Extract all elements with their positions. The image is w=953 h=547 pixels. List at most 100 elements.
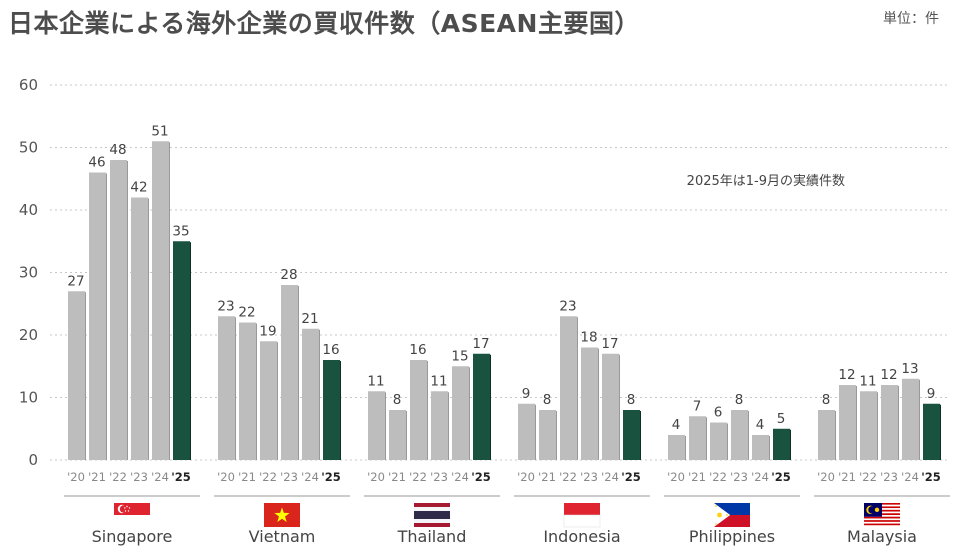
- year-label: '21: [538, 470, 556, 484]
- y-tick-label: 10: [19, 389, 38, 407]
- year-label: '23: [580, 470, 598, 484]
- bar: [902, 378, 919, 460]
- data-label: 35: [172, 223, 189, 239]
- data-label: 9: [927, 386, 936, 402]
- year-label: '20: [667, 470, 685, 484]
- data-label: 6: [714, 405, 723, 421]
- data-label: 48: [109, 142, 126, 158]
- bar: [668, 435, 685, 460]
- bar: [131, 197, 148, 460]
- data-label: 8: [822, 392, 831, 408]
- bar: [623, 410, 640, 460]
- data-label: 42: [130, 180, 147, 196]
- data-label: 11: [367, 373, 384, 389]
- year-label: '21: [88, 470, 106, 484]
- data-label: 23: [217, 298, 234, 314]
- y-tick-label: 20: [19, 326, 38, 344]
- year-label: '24: [901, 470, 919, 484]
- year-label: '24: [751, 470, 769, 484]
- year-label: '21: [238, 470, 256, 484]
- data-label: 12: [838, 367, 855, 383]
- country-label: Indonesia: [543, 527, 620, 546]
- data-label: 8: [735, 392, 744, 408]
- bars: [68, 141, 941, 460]
- bar: [752, 435, 769, 460]
- data-label: 18: [580, 330, 597, 346]
- year-label: '23: [880, 470, 898, 484]
- data-label: 17: [601, 336, 618, 352]
- data-label: 13: [901, 361, 918, 377]
- y-tick-label: 30: [19, 264, 38, 282]
- bar: [581, 347, 598, 460]
- year-label: '24: [151, 470, 169, 484]
- bar: [539, 410, 556, 460]
- bar: [839, 385, 856, 460]
- bar: [218, 316, 235, 460]
- bar: [89, 172, 106, 460]
- year-label: '20: [517, 470, 535, 484]
- year-label: '20: [817, 470, 835, 484]
- y-tick-label: 40: [19, 201, 38, 219]
- country-label: Singapore: [92, 527, 173, 546]
- country-label: Vietnam: [249, 527, 316, 546]
- bar: [260, 341, 277, 460]
- philippines-flag-icon: [714, 503, 750, 527]
- data-label: 11: [430, 373, 447, 389]
- country-label: Malaysia: [847, 527, 917, 546]
- year-label: '24: [601, 470, 619, 484]
- data-label: 19: [259, 323, 276, 339]
- bar: [473, 353, 490, 460]
- year-label: '22: [559, 470, 577, 484]
- data-label: 8: [393, 392, 402, 408]
- year-label: '23: [130, 470, 148, 484]
- data-label: 9: [522, 386, 531, 402]
- year-label: '24: [301, 470, 319, 484]
- bar: [518, 403, 535, 460]
- grid-lines: [50, 84, 950, 461]
- data-label: 5: [777, 411, 786, 427]
- year-label: '20: [367, 470, 385, 484]
- year-label: '24: [451, 470, 469, 484]
- data-label: 16: [409, 342, 426, 358]
- bar: [860, 391, 877, 460]
- bar: [323, 360, 340, 460]
- indonesia-flag-icon: [563, 503, 601, 528]
- bar: [239, 322, 256, 460]
- bar: [302, 328, 319, 460]
- year-label: '22: [709, 470, 727, 484]
- data-label: 4: [756, 417, 765, 433]
- data-label: 15: [451, 348, 468, 364]
- bar: [881, 385, 898, 460]
- bar: [602, 353, 619, 460]
- data-label: 16: [322, 342, 339, 358]
- thailand-flag-icon: [414, 503, 450, 527]
- year-label: '25: [321, 470, 341, 484]
- year-label: '22: [859, 470, 877, 484]
- bar: [389, 410, 406, 460]
- data-label: 4: [672, 417, 681, 433]
- singapore-flag-icon: [114, 503, 150, 527]
- year-label: '22: [259, 470, 277, 484]
- data-label: 28: [280, 267, 297, 283]
- chart-title: 日本企業による海外企業の買収件数（ASEAN主要国）: [8, 9, 640, 38]
- bar: [560, 316, 577, 460]
- data-label: 7: [693, 398, 702, 414]
- year-label: '21: [688, 470, 706, 484]
- country-label: Thailand: [397, 527, 467, 546]
- year-label: '25: [471, 470, 491, 484]
- year-label: '22: [409, 470, 427, 484]
- year-label: '23: [730, 470, 748, 484]
- data-label: 51: [151, 123, 168, 139]
- data-label: 23: [559, 298, 576, 314]
- unit-label: 単位：件: [883, 11, 939, 27]
- chart-note: 2025年は1-9月の実績件数: [687, 173, 845, 189]
- data-label: 12: [880, 367, 897, 383]
- bar: [731, 410, 748, 460]
- year-label: '20: [217, 470, 235, 484]
- bar: [431, 391, 448, 460]
- data-label: 22: [238, 305, 255, 321]
- bar: [452, 366, 469, 460]
- vietnam-flag-icon: [264, 503, 300, 527]
